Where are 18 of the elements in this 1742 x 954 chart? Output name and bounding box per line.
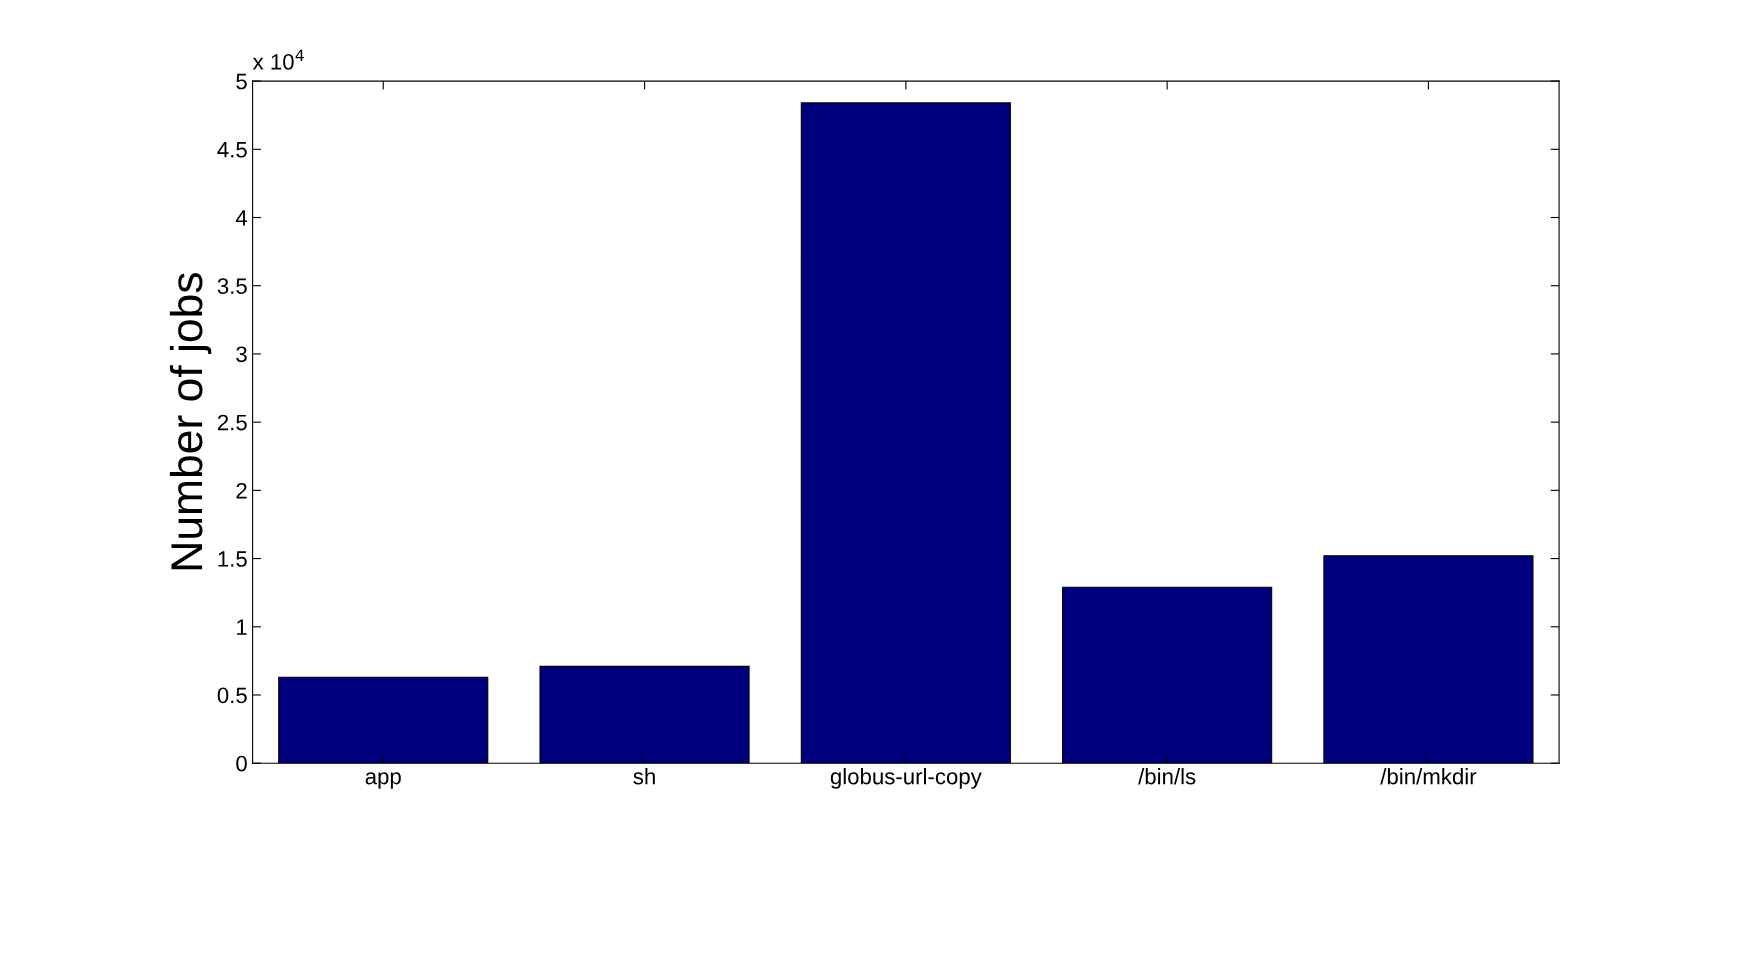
y-tick-label: 3.5	[217, 278, 247, 294]
y-tick-label: 5	[236, 73, 247, 90]
y-tick-label: 2	[236, 482, 247, 499]
x-tick-label: /bin/mkdir	[1380, 768, 1477, 785]
text: x 10$^{4}$	[252, 49, 304, 70]
y-tick-label: 4.5	[217, 142, 247, 158]
y-tick-label: 1.5	[218, 551, 247, 567]
y-tick-label: 2.5	[217, 414, 247, 431]
y-tick-label: 0	[236, 755, 247, 772]
x-tick-label: app	[365, 772, 401, 789]
y-tick-label: 0.5	[217, 687, 247, 704]
y-tick-label: 1	[237, 619, 247, 635]
x-tick-label: globus-url-copy	[830, 768, 982, 789]
y-axis-title: Number of jobs	[169, 273, 212, 570]
y-tick-label: 3	[236, 346, 247, 363]
x-tick-label: sh	[633, 768, 655, 785]
y-tick-label: 4	[235, 210, 248, 226]
x-tick-label: /bin/ls	[1138, 768, 1196, 785]
